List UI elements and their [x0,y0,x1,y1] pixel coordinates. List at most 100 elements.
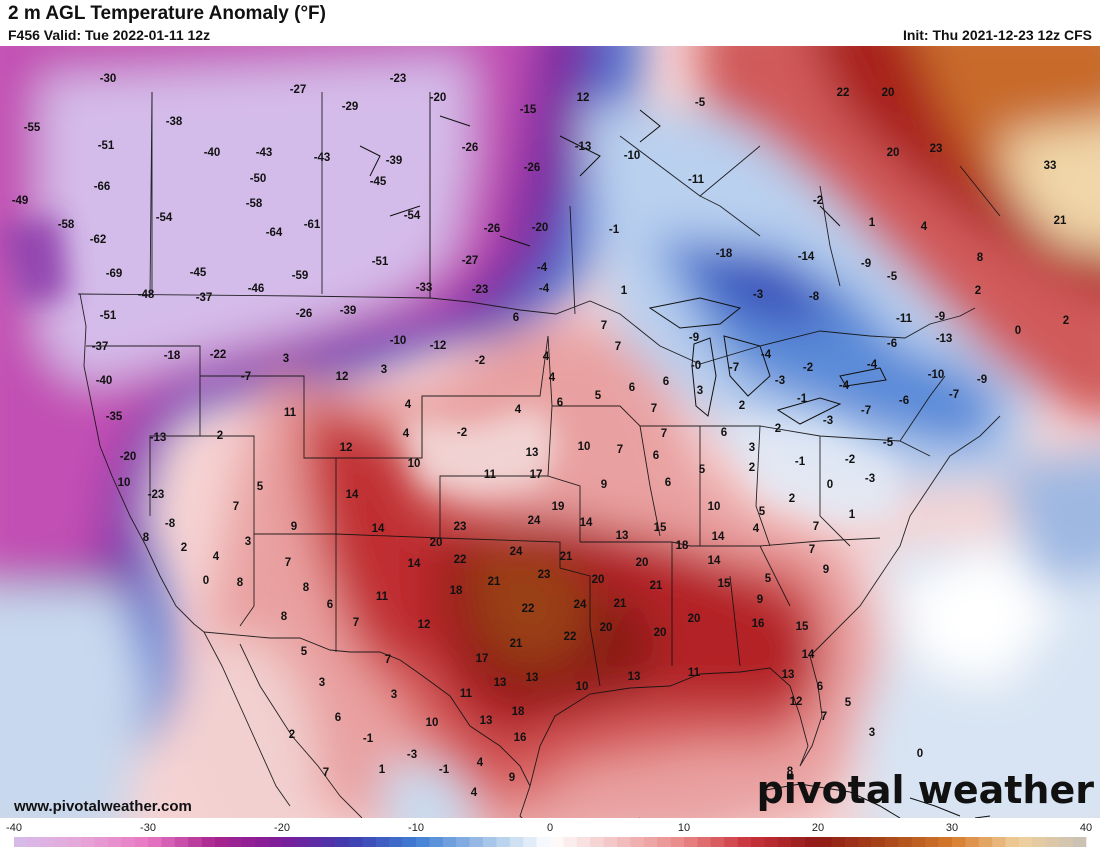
anomaly-label: -35 [106,411,123,423]
colorbar-cell [67,837,82,847]
anomaly-label: -6 [887,338,897,350]
anomaly-label: -4 [537,262,548,274]
anomaly-label: -2 [457,427,467,439]
anomaly-label: 22 [522,603,535,615]
anomaly-label: -23 [148,489,165,501]
anomaly-label: -51 [98,140,115,152]
anomaly-label: 7 [651,403,657,415]
anomaly-label: 11 [484,469,497,481]
anomaly-label: 20 [636,557,649,569]
anomaly-label: 22 [837,87,850,99]
colorbar-cell [965,837,980,847]
anomaly-label: -30 [100,73,117,85]
anomaly-label: -8 [165,518,176,530]
anomaly-label: 21 [488,576,501,588]
colorbar-cell [282,837,296,847]
colorbar-cell [483,837,497,847]
anomaly-label: 13 [616,530,629,542]
anomaly-label: 2 [749,462,755,474]
brand-watermark: pivotal weather [756,768,1094,812]
colorbar-cells [14,837,1087,847]
anomaly-label: 9 [601,479,607,491]
colorbar-cell [563,837,578,847]
colorbar-cell [871,837,886,847]
anomaly-label: -20 [430,92,447,104]
anomaly-label: -43 [314,152,331,164]
anomaly-label: 20 [600,622,613,634]
anomaly-label: 7 [323,767,329,779]
anomaly-label: 22 [454,554,467,566]
map-title: 2 m AGL Temperature Anomaly (°F) [8,3,326,24]
website-credit: www.pivotalweather.com [14,798,192,815]
anomaly-label: -12 [430,340,447,352]
colorbar-cell [576,837,591,847]
anomaly-label: 14 [580,517,593,529]
anomaly-label: 5 [765,573,772,585]
anomaly-label: -5 [695,97,706,109]
colorbar-cell [456,837,470,847]
colorbar-cell [858,837,872,847]
anomaly-label: 13 [526,672,539,684]
anomaly-label: -27 [462,255,479,267]
anomaly-label: 21 [650,580,663,592]
colorbar-cell [40,837,55,847]
anomaly-label: -15 [520,104,537,116]
colorbar-cell [885,837,899,847]
anomaly-label: 8 [787,766,794,778]
anomaly-label: 3 [283,353,289,365]
anomaly-label: 0 [203,575,209,587]
colorbar-cell [134,837,149,847]
anomaly-label: -11 [688,174,705,186]
anomaly-label: 8 [143,532,150,544]
colorbar-cell [14,837,28,847]
colorbar-cell [657,837,671,847]
anomaly-label: -7 [949,389,959,401]
anomaly-label: 19 [552,501,565,513]
anomaly-label: -58 [246,198,263,210]
anomaly-label: -64 [266,227,283,239]
anomaly-label: -9 [689,332,699,344]
anomaly-label: 7 [353,617,359,629]
anomaly-label: 4 [403,428,410,440]
anomaly-label: 6 [663,376,669,388]
colorbar-cell [536,837,551,847]
anomaly-label: 3 [319,677,325,689]
anomaly-label: -2 [475,355,485,367]
colorbar-cell [978,837,993,847]
anomaly-label: 14 [802,649,815,661]
anomaly-label: -0 [691,360,701,372]
anomaly-label: 8 [237,577,244,589]
anomaly-label: -58 [58,219,75,231]
colorbar-cell [1072,837,1087,847]
anomaly-label: 12 [340,442,353,454]
colorbar-cell [335,837,350,847]
anomaly-label: -14 [798,251,815,263]
anomaly-label: -40 [204,147,221,159]
colorbar-cell [215,837,229,847]
anomaly-label: -13 [150,432,167,444]
anomaly-label: 12 [336,371,349,383]
anomaly-label: 14 [712,531,725,543]
anomaly-label: 1 [379,764,386,776]
anomaly-label: -9 [977,374,987,386]
anomaly-label: 13 [782,669,795,681]
anomaly-label: 4 [471,787,478,799]
anomaly-label: 23 [538,569,551,581]
anomaly-label: 10 [578,441,591,453]
anomaly-label: 2 [789,493,795,505]
anomaly-label: 14 [346,489,359,501]
anomaly-label: -50 [250,173,267,185]
anomaly-label: 4 [405,399,412,411]
anomaly-label: -10 [928,369,945,381]
anomaly-label: 5 [759,506,766,518]
anomaly-label: 2 [975,285,981,297]
anomaly-label: 3 [749,442,755,454]
colorbar-tick-label: 10 [678,822,690,834]
anomaly-label: -48 [138,289,155,301]
colorbar-cell [844,837,859,847]
anomaly-label: 3 [697,385,703,397]
colorbar-cell [831,837,846,847]
anomaly-label: -20 [120,451,137,463]
anomaly-label: 7 [601,320,607,332]
